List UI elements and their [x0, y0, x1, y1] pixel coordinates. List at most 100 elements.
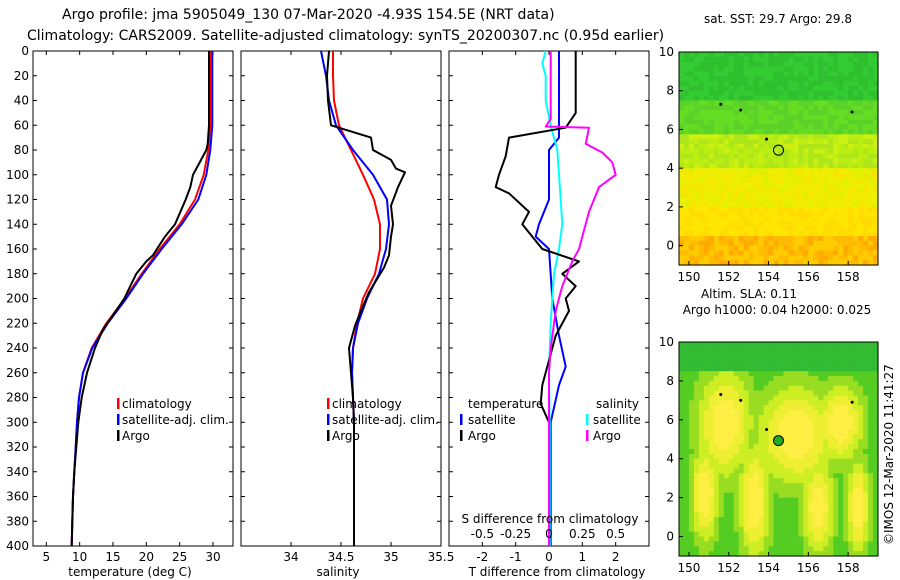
map-cell [683, 497, 690, 504]
map-cell [868, 56, 874, 63]
map-cell [813, 419, 819, 426]
map-cell [793, 405, 799, 411]
map-cell [688, 434, 695, 440]
map-cell [808, 134, 814, 140]
map-cell [743, 380, 750, 387]
map-cell [688, 478, 695, 484]
map-cell [868, 221, 874, 227]
map-cell [743, 473, 750, 479]
map-cell [718, 231, 725, 237]
map-cell [838, 66, 844, 72]
map-cell [808, 512, 814, 518]
map-cell [763, 240, 770, 247]
map-cell [703, 342, 710, 348]
map-cell [873, 71, 879, 77]
map-cell [723, 414, 730, 421]
map-cell [783, 105, 790, 111]
map-cell [703, 71, 710, 77]
map-cell [753, 502, 760, 508]
map-cell [858, 143, 864, 150]
map-cell [683, 492, 690, 499]
map-cell [738, 260, 745, 266]
map-cell [728, 424, 735, 431]
map-cell [763, 153, 770, 160]
map-cell [693, 129, 700, 135]
map-cell [863, 114, 869, 121]
map-cell [853, 148, 859, 155]
map-cell [783, 56, 790, 63]
map-cell [708, 119, 715, 126]
map-cell [848, 71, 854, 77]
map-cell [708, 371, 715, 377]
map-cell [793, 235, 799, 242]
map-cell [753, 517, 760, 523]
map-cell [768, 81, 775, 87]
map-cell [708, 100, 715, 106]
map-cell [793, 492, 799, 499]
map-cell [788, 153, 795, 160]
map-cell [793, 173, 799, 179]
map-cell [693, 380, 700, 387]
map-cell [798, 226, 804, 232]
map-cell [863, 366, 869, 372]
map-cell [773, 376, 780, 382]
map-cell [698, 405, 705, 411]
map-cell [698, 168, 705, 174]
map-cell [848, 512, 854, 518]
map-cell [718, 502, 725, 508]
map-cell [753, 61, 760, 68]
map-cell [863, 260, 869, 266]
map-cell [693, 71, 700, 77]
map-cell [833, 371, 839, 377]
map-cell [863, 100, 869, 106]
map-cell [718, 153, 725, 160]
legend-swatch [460, 430, 463, 441]
map-cell [818, 429, 824, 436]
map-cell [868, 119, 874, 126]
map-cell [833, 168, 839, 174]
map-cell [758, 361, 765, 367]
map-cell [688, 449, 695, 455]
map-cell [748, 235, 755, 242]
map-cell [753, 182, 760, 189]
map-cell [679, 512, 685, 518]
map-cell [768, 226, 775, 232]
map-cell [763, 449, 770, 455]
map-cell [738, 434, 745, 440]
map-cell [693, 487, 700, 494]
map-cell [773, 342, 780, 348]
map-cell [833, 346, 839, 353]
map-cell [853, 206, 859, 213]
map-cell [743, 434, 750, 440]
map-cell [698, 81, 705, 87]
salinity-plot-frame [240, 50, 442, 547]
map-cell [833, 52, 839, 58]
map-cell [823, 536, 829, 543]
map-cell [833, 351, 839, 358]
map-cell [688, 512, 695, 518]
map-cell [873, 100, 879, 106]
map-cell [863, 473, 869, 479]
map-cell [853, 395, 859, 401]
map-cell [773, 110, 780, 116]
map-cell [783, 129, 790, 135]
map-cell [713, 90, 720, 97]
map-cell [703, 483, 710, 489]
map-cell [803, 458, 809, 465]
map-cell [768, 110, 775, 116]
map-cell [838, 85, 844, 92]
map-cell [753, 492, 760, 499]
map-cell [818, 487, 824, 494]
map-cell [873, 221, 879, 227]
map-cell [853, 468, 859, 474]
map-cell [743, 235, 750, 242]
map-cell [773, 168, 780, 174]
map-cell [758, 100, 765, 106]
map-cell [703, 81, 710, 87]
map-cell [708, 468, 715, 474]
map-cell [753, 444, 760, 450]
map-cell [728, 405, 735, 411]
map-cell [843, 346, 849, 353]
map-cell [748, 206, 755, 213]
map-cell [793, 400, 799, 406]
